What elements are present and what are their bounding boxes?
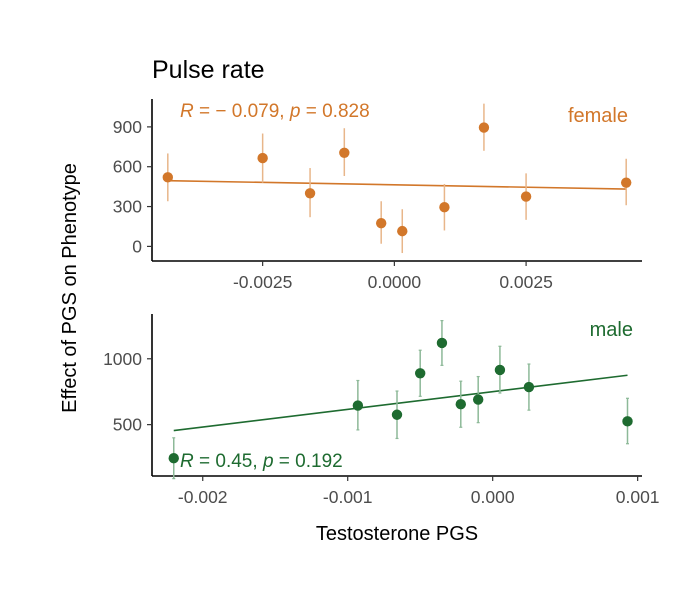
data-point [478, 122, 490, 133]
data-point [523, 381, 535, 393]
x-tick-label: -0.001 [323, 487, 373, 507]
y-tick-label: 0 [132, 236, 142, 256]
stat-annotation: R = 0.45, p = 0.192 [180, 451, 343, 472]
data-point [414, 368, 426, 379]
chart-title: Pulse rate [152, 56, 265, 84]
x-tick-label: 0.000 [471, 487, 515, 507]
stat-annotation: R = − 0.079, p = 0.828 [180, 101, 370, 122]
data-point [168, 453, 179, 464]
x-tick-label: -0.0025 [233, 272, 292, 292]
data-point [455, 399, 466, 410]
facet-label: male [590, 319, 633, 341]
y-tick-label: 300 [113, 197, 142, 217]
facet-label: female [568, 105, 628, 127]
panel-female: 0 300 600 900 -0.0025 0.0000 0.0025 female R = −… [113, 99, 642, 292]
panel-male: 500 1000 -0.002 -0.001 0.000 0.001 male R = 0.4… [103, 314, 660, 507]
data-point [339, 147, 350, 158]
x-tick-label: -0.002 [178, 487, 228, 507]
data-point [391, 409, 403, 420]
data-point [622, 416, 633, 427]
regression-line [167, 179, 627, 190]
data-point [162, 172, 174, 183]
data-point [352, 400, 364, 411]
data-point [494, 364, 506, 376]
regression-line [173, 374, 628, 432]
y-tick-label: 900 [113, 117, 142, 137]
x-tick-label: 0.0000 [368, 272, 422, 292]
data-point [375, 217, 387, 229]
y-tick-label: 500 [113, 415, 142, 435]
x-tick-label: 0.001 [616, 487, 660, 507]
data-point [520, 191, 532, 202]
x-axis-title: Testosterone PGS [316, 523, 478, 545]
data-point [436, 337, 448, 349]
y-axis-title: Effect of PGS on Phenotype [59, 163, 81, 413]
data-point [257, 152, 268, 164]
data-point [397, 225, 408, 237]
y-tick-label: 1000 [103, 349, 142, 369]
y-tick-label: 600 [113, 157, 142, 177]
data-point [620, 177, 632, 188]
data-point [472, 394, 484, 405]
x-tick-label: 0.0025 [499, 272, 553, 292]
data-point [304, 188, 316, 199]
data-point [439, 202, 450, 213]
